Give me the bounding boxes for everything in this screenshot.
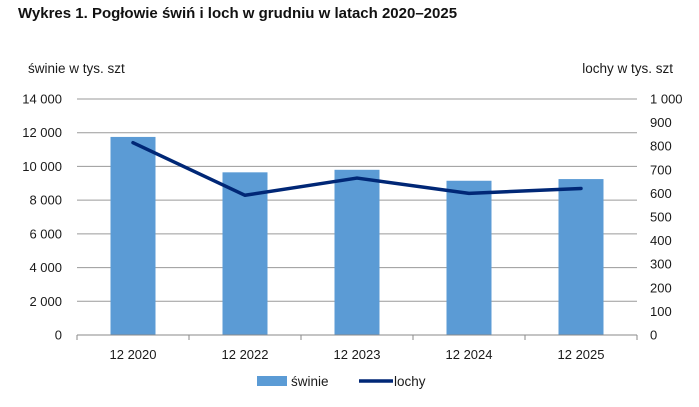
y-right-tick-label: 0 [650,328,657,343]
x-tick-label: 12 2024 [446,347,493,362]
y-right-tick-label: 800 [650,139,672,154]
bar-swinie [446,180,492,335]
chart-title: Wykres 1. Pogłowie świń i loch w grudniu… [18,5,458,22]
y-right-tick-label: 900 [650,115,672,130]
legend-swatch-swinie [257,376,287,386]
bar-swinie [334,169,380,335]
x-tick-label: 12 2022 [222,347,269,362]
legend-label-lochy: lochy [394,374,426,389]
x-tick-label: 12 2025 [558,347,605,362]
bar-swinie [222,172,268,335]
y-left-tick-label: 10 000 [22,159,62,174]
y-right-tick-label: 600 [650,186,672,201]
y-left-tick-label: 12 000 [22,125,62,140]
y-right-tick-label: 700 [650,162,672,177]
x-tick-label: 12 2023 [334,347,381,362]
y-left-tick-label: 8 000 [29,193,62,208]
y-left-tick-label: 4 000 [29,260,62,275]
y-left-tick-label: 14 000 [22,92,62,107]
y-left-tick-label: 0 [55,328,62,343]
y-left-tick-label: 2 000 [29,294,62,309]
bar-swinie [558,179,604,335]
y-right-tick-label: 100 [650,304,672,319]
x-tick-label: 12 2020 [110,347,157,362]
y-right-tick-label: 300 [650,257,672,272]
right-axis-label: lochy w tys. szt [582,61,673,76]
legend-label-swinie: świnie [291,374,329,389]
y-right-tick-label: 400 [650,233,672,248]
y-left-tick-label: 6 000 [29,226,62,241]
y-right-tick-label: 200 [650,280,672,295]
y-right-tick-label: 500 [650,210,672,225]
y-right-tick-label: 1 000 [650,92,683,107]
bar-swinie [110,136,156,335]
left-axis-label: świnie w tys. szt [28,61,125,76]
